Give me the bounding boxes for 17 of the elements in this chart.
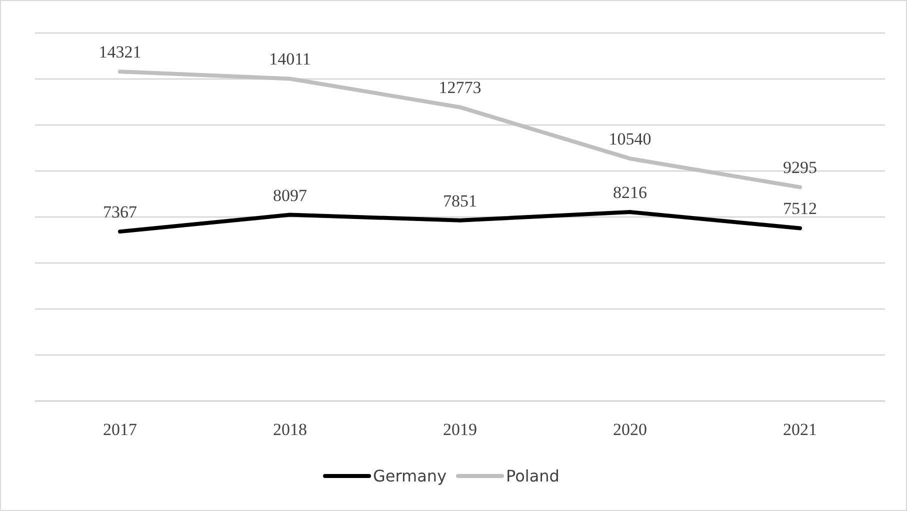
data-label: 8216 [613,183,647,202]
data-label: 7367 [103,202,138,222]
data-label: 8097 [273,186,308,205]
data-label: 9295 [783,158,817,178]
data-label: 14321 [98,42,142,62]
x-tick-label: 2017 [103,420,138,439]
legend-label: Germany [373,466,447,486]
data-label: 14011 [269,50,311,69]
data-label: 12773 [438,78,482,98]
data-label: 7512 [783,199,817,218]
data-label: 10540 [608,130,652,149]
x-tick-label: 2020 [613,420,647,439]
x-tick-label: 2018 [273,420,307,439]
x-tick-label: 2019 [443,420,477,439]
x-tick-label: 2021 [783,420,817,439]
data-label: 7851 [443,191,477,210]
legend-label: Poland [506,466,560,486]
